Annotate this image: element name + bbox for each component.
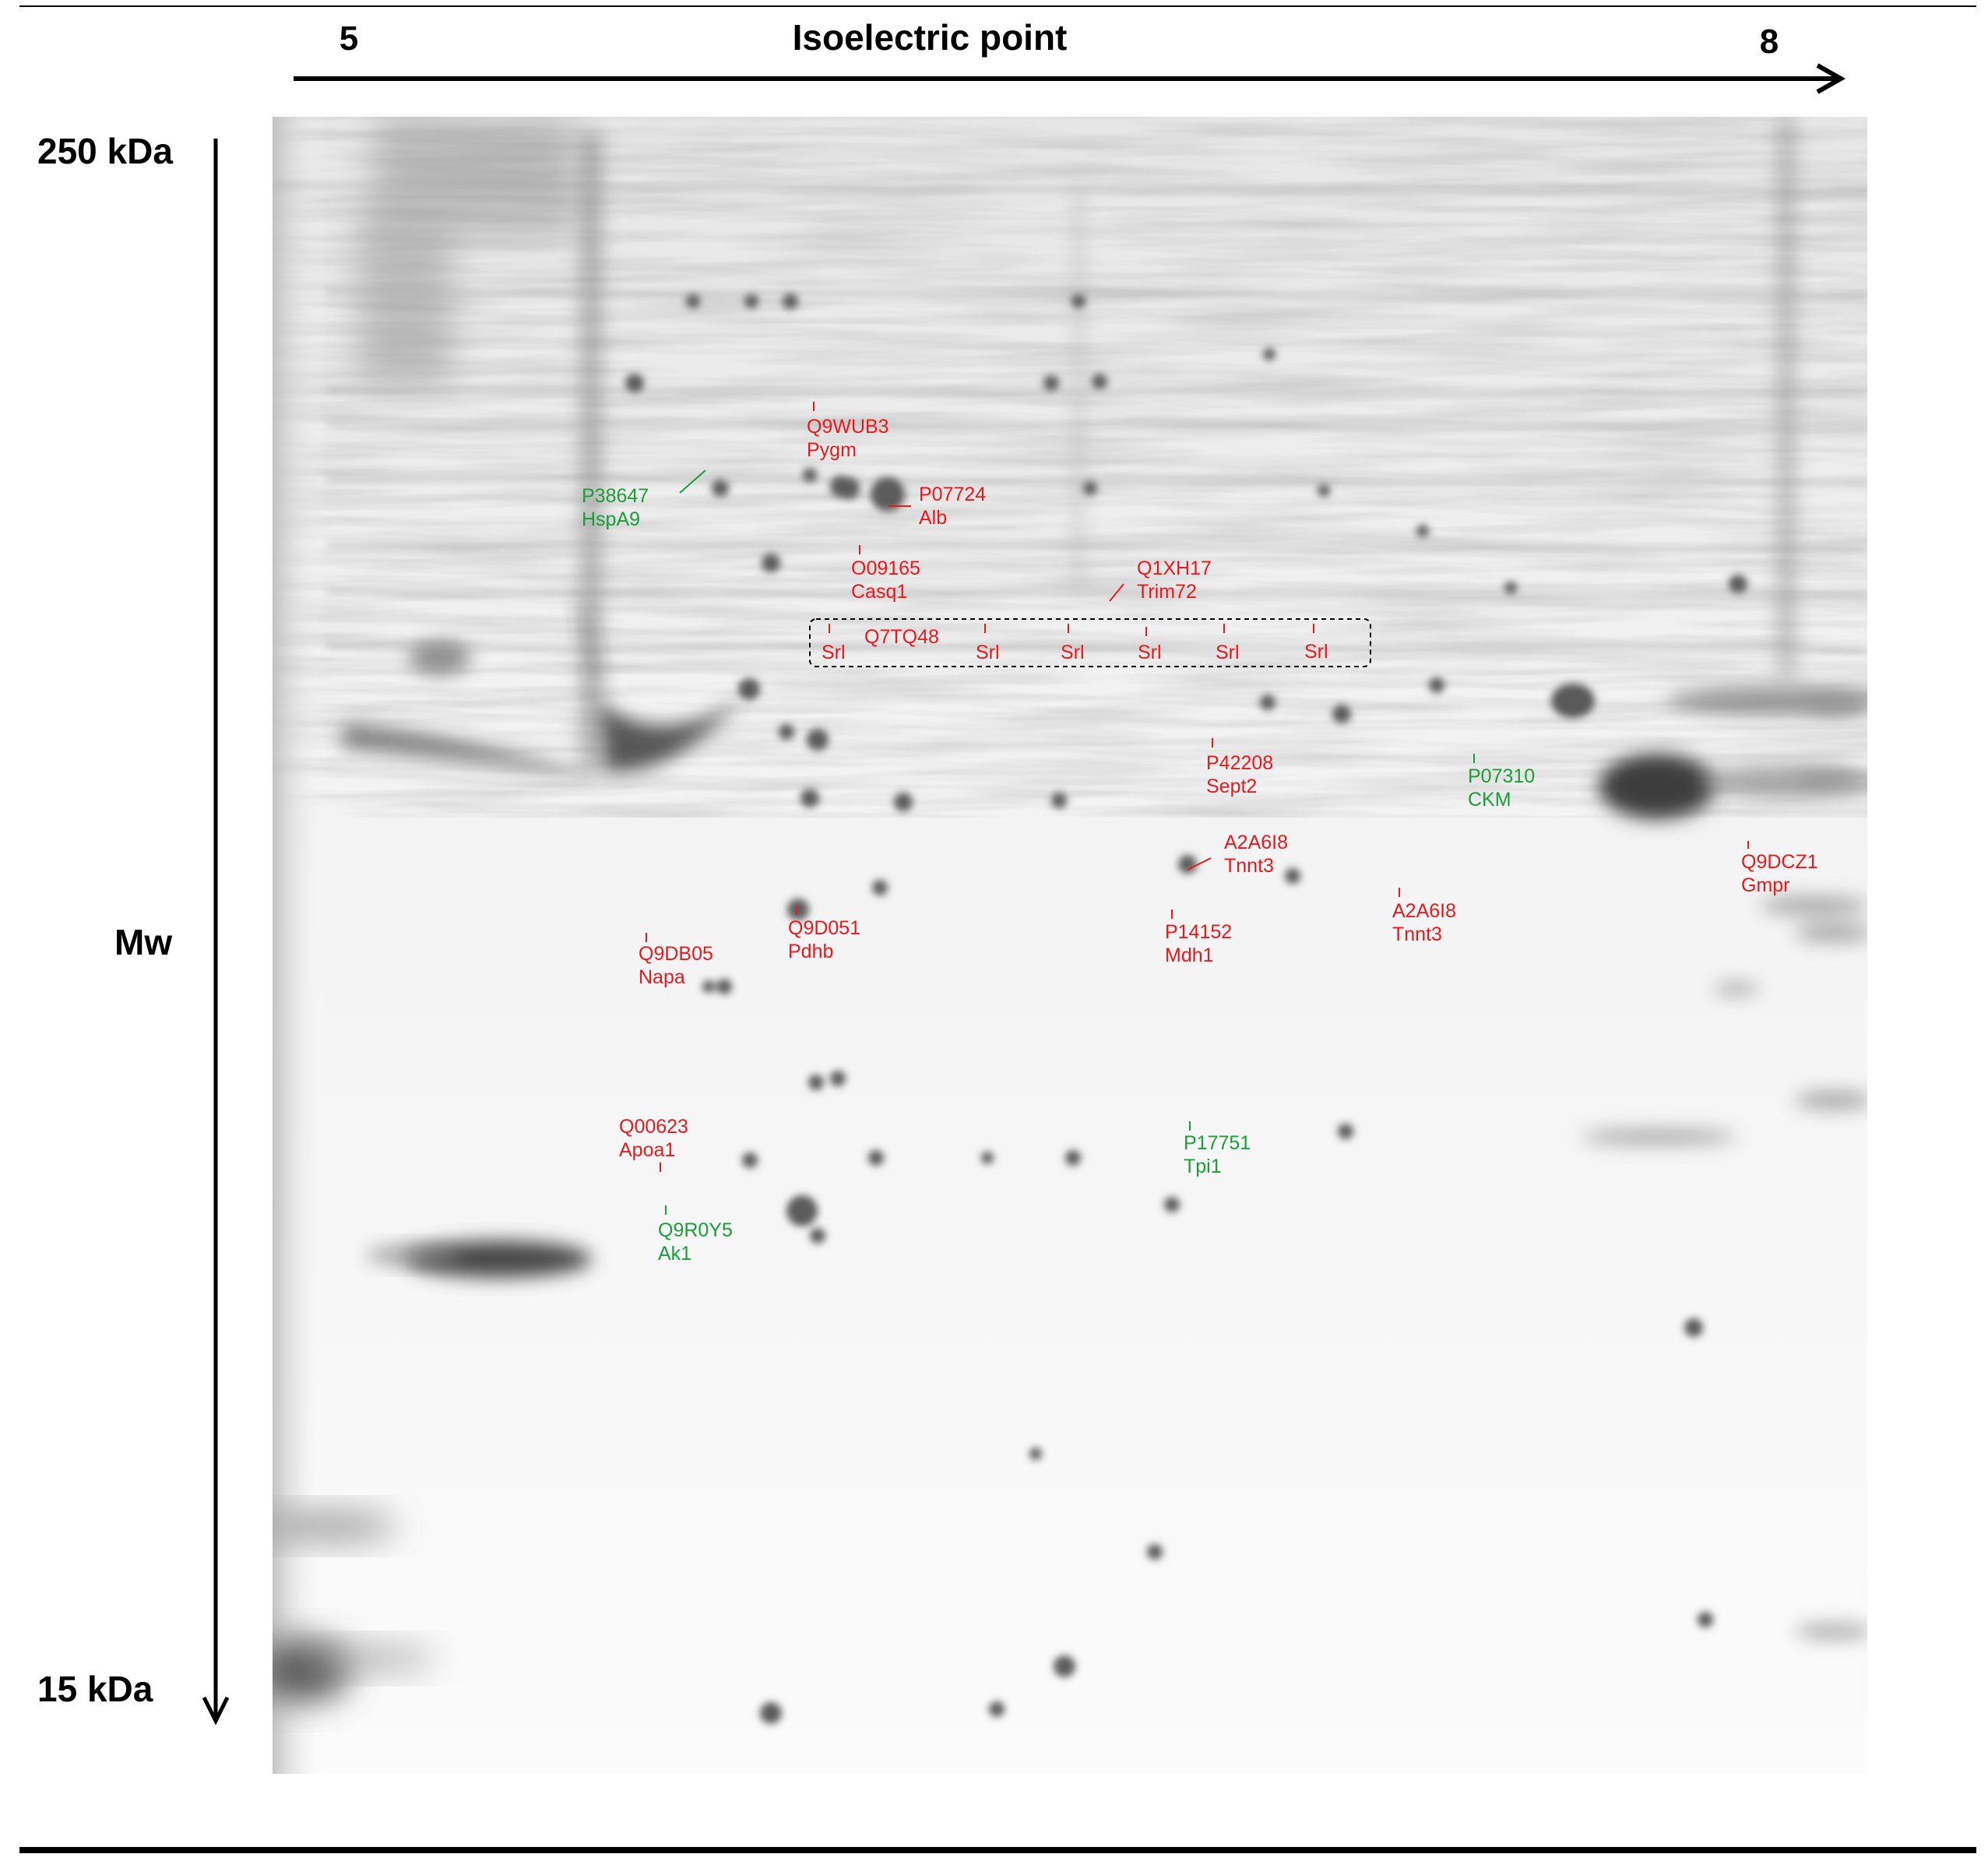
y-axis-title: Mw: [114, 922, 172, 962]
y-axis-top-label: 250 kDa: [37, 131, 173, 171]
srl-spot-label: Srl: [1304, 641, 1328, 663]
spot-labels: P38647 HspA9 Q9WUB3 Pygm P07724 Alb O091…: [582, 416, 1818, 1265]
gel-ckm-spot: [1599, 754, 1715, 819]
spot-label-ckm-accession: P07310: [1468, 765, 1535, 787]
spot-label-casq1-gene: Casq1: [851, 581, 907, 603]
spot-label-casq1-accession: O09165: [851, 558, 920, 579]
spot-label-tpi1-accession: P17751: [1184, 1132, 1251, 1154]
spot-label-pygm-gene: Pygm: [807, 439, 857, 461]
spot-label-apoa1-gene: Apoa1: [619, 1139, 675, 1161]
spot-label-hspa9-gene: HspA9: [582, 508, 640, 530]
spot-label-tnnt3-b-accession: A2A6I8: [1392, 900, 1456, 922]
spot-label-tnnt3-b-gene: Tnnt3: [1392, 923, 1442, 945]
spot-label-trim72-gene: Trim72: [1137, 581, 1197, 603]
spot-label-mdh1-gene: Mdh1: [1165, 945, 1214, 966]
spot-label-napa-gene: Napa: [639, 966, 685, 988]
srl-spot-label: Srl: [822, 642, 846, 663]
y-axis-arrowhead: [202, 1696, 230, 1726]
srl-spot-label: Srl: [1138, 642, 1162, 663]
x-axis-title: Isoelectric point: [793, 17, 1068, 58]
x-axis-arrowhead: [1816, 63, 1846, 94]
gel-major-streak: [343, 592, 748, 779]
srl-group-accession: Q7TQ48: [864, 626, 939, 648]
spot-label-alb-gene: Alb: [919, 507, 947, 529]
spot-label-pygm-accession: Q9WUB3: [807, 416, 889, 438]
spot-markers: [646, 402, 1749, 1215]
y-axis-bottom-label: 15 kDa: [37, 1669, 153, 1709]
gel-small-spots: [625, 294, 1747, 1724]
spot-label-mdh1-accession: P14152: [1165, 921, 1232, 943]
spot-label-pdhb-accession: Q9D051: [788, 917, 860, 939]
spot-label-napa-accession: Q9DB05: [639, 943, 713, 965]
x-axis-max-label: 8: [1760, 23, 1779, 61]
srl-group-dashed-box: [809, 618, 1371, 667]
spot-label-gmpr-accession: Q9DCZ1: [1741, 851, 1818, 873]
spot-label-apoa1-accession: Q00623: [619, 1116, 688, 1138]
spot-label-tnnt3-a-gene: Tnnt3: [1224, 855, 1274, 877]
spot-label-ak1-gene: Ak1: [658, 1243, 691, 1265]
srl-spot-label: Srl: [1216, 642, 1240, 663]
x-axis-min-label: 5: [340, 19, 358, 58]
spot-label-sept2-gene: Sept2: [1206, 776, 1257, 797]
spot-label-pdhb-gene: Pdhb: [788, 941, 833, 962]
srl-spot-group: Q7TQ48 Srl Srl Srl Srl Srl Srl: [809, 618, 1371, 667]
spot-label-ak1-accession: Q9R0Y5: [658, 1219, 733, 1241]
spot-label-hspa9-accession: P38647: [582, 485, 649, 507]
spot-label-ckm-gene: CKM: [1468, 789, 1511, 811]
gel-vertical-streaks: [580, 117, 1796, 771]
srl-spot-label: Srl: [976, 642, 1000, 663]
spot-label-gmpr-gene: Gmpr: [1741, 874, 1790, 896]
srl-spot-label: Srl: [1061, 642, 1085, 663]
spot-label-tpi1-gene: Tpi1: [1184, 1156, 1222, 1177]
gel-horizontal-bands: [273, 183, 1867, 653]
spot-label-sept2-accession: P42208: [1206, 752, 1273, 774]
gel-top-smear: [358, 117, 576, 389]
gel-image: [273, 117, 1867, 1774]
spot-label-tnnt3-a-accession: A2A6I8: [1224, 832, 1288, 853]
spot-label-trim72-accession: Q1XH17: [1137, 558, 1212, 579]
spot-label-alb-accession: P07724: [919, 484, 986, 505]
